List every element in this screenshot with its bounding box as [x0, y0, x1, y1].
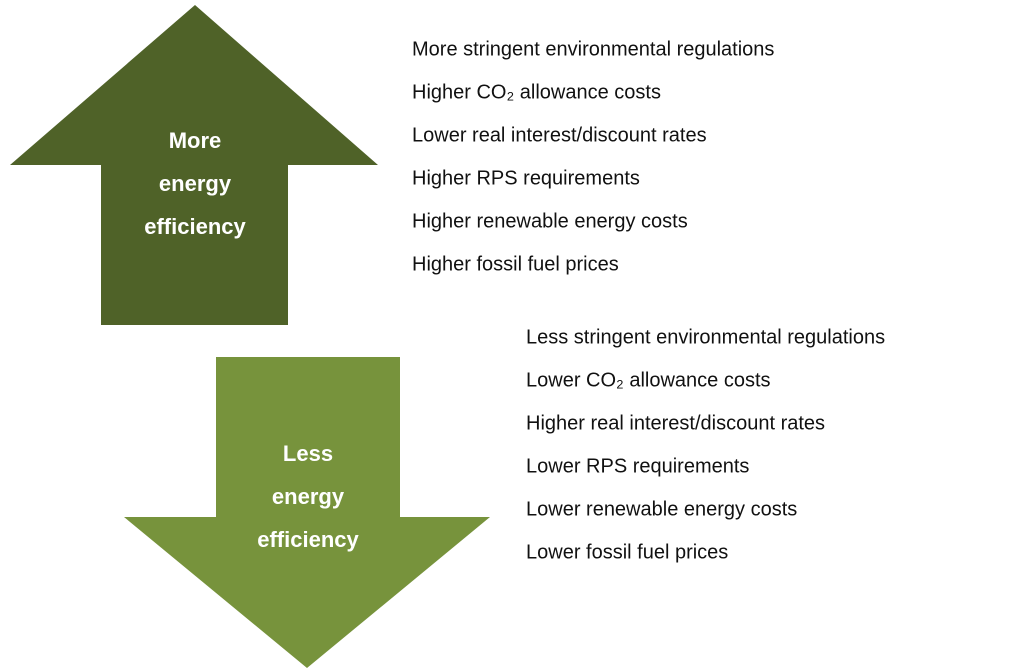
down-arrow	[124, 357, 490, 668]
list-item: Higher CO₂ allowance costs	[412, 81, 661, 103]
list-item: Lower RPS requirements	[526, 455, 749, 477]
arrow-label: More	[169, 128, 222, 153]
list-item: Higher renewable energy costs	[412, 210, 688, 232]
list-item: Higher fossil fuel prices	[412, 253, 619, 275]
list-item: Less stringent environmental regulations	[526, 326, 885, 348]
arrow-label: energy	[159, 171, 232, 196]
list-item: Lower renewable energy costs	[526, 498, 797, 520]
list-item: Higher real interest/discount rates	[526, 412, 825, 434]
up-arrow	[10, 5, 378, 325]
arrow-label: efficiency	[257, 527, 359, 552]
list-item: Lower CO₂ allowance costs	[526, 369, 771, 391]
arrow-label: energy	[272, 484, 345, 509]
list-item: Higher RPS requirements	[412, 167, 640, 189]
list-item: Lower fossil fuel prices	[526, 541, 728, 563]
arrow-label: Less	[283, 441, 333, 466]
list-item: Lower real interest/discount rates	[412, 124, 707, 146]
list-item: More stringent environmental regulations	[412, 38, 774, 60]
arrow-label: efficiency	[144, 214, 246, 239]
text-layer: More energy efficiency More stringent envir…	[144, 38, 885, 563]
